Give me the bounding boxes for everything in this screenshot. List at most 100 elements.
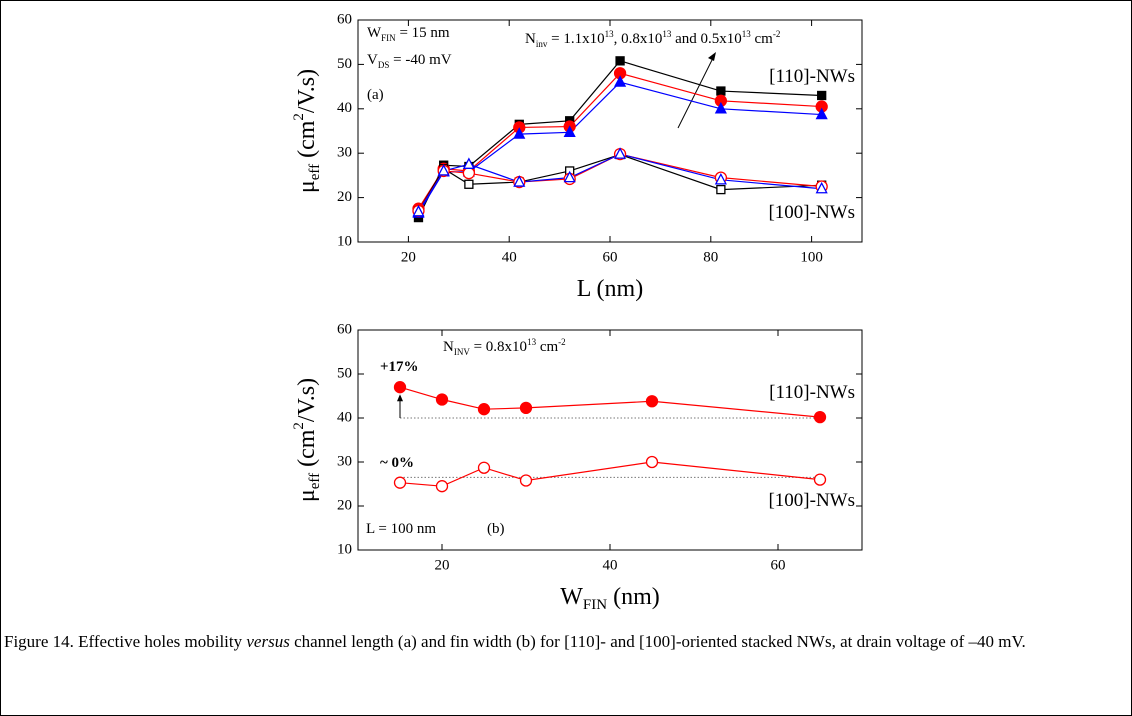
marker <box>437 164 450 176</box>
annotation: [100]-NWs <box>768 490 855 511</box>
text-part: -2 <box>558 337 566 347</box>
marker <box>462 167 476 180</box>
marker <box>513 127 526 139</box>
marker <box>716 86 726 96</box>
y-tick-label: 10 <box>337 541 352 557</box>
text-part: = -40 mV <box>389 52 451 68</box>
marker <box>393 381 407 394</box>
x-tick-label: 40 <box>502 249 517 265</box>
text-part: 2 <box>291 422 307 430</box>
marker <box>412 204 425 217</box>
series-line <box>399 461 821 487</box>
annotation: VDS = -40 mV <box>367 52 452 70</box>
text-part: eff <box>307 473 323 489</box>
text-part: (cm <box>294 120 320 164</box>
y-axis-label: μeff (cm2/V.s) <box>291 69 323 193</box>
text-part: 13 <box>662 29 672 39</box>
marker <box>614 147 627 159</box>
x-tick-label: 20 <box>401 249 416 265</box>
text-part: = 0.8x10 <box>470 339 527 355</box>
y-tick-label: 60 <box>337 11 352 27</box>
text-part: [110]-NWs <box>769 382 855 403</box>
annotation: [110]-NWs <box>769 66 855 87</box>
y-tick-label: 50 <box>337 56 352 72</box>
text-part: INV <box>454 347 470 357</box>
marker <box>614 75 627 87</box>
y-tick-label: 60 <box>337 321 352 337</box>
marker <box>513 175 526 187</box>
text-part: W <box>367 25 382 41</box>
y-tick-label: 30 <box>337 453 352 469</box>
x-tick-label: 100 <box>800 249 823 265</box>
text-part: L = 100 nm <box>366 521 436 537</box>
annotation: ~ 0% <box>380 455 414 471</box>
text-part: inv <box>536 39 548 49</box>
marker <box>817 90 827 101</box>
text-part: +17% <box>380 359 419 375</box>
text-part: 13 <box>527 337 537 347</box>
text-part: 13 <box>742 29 752 39</box>
x-tick-label: 80 <box>703 249 718 265</box>
arrow <box>677 55 715 129</box>
y-tick-label: 50 <box>337 365 352 381</box>
y-tick-label: 10 <box>337 233 352 249</box>
annotation: +17% <box>380 359 419 375</box>
text-part: [100]-NWs <box>768 490 855 511</box>
marker <box>716 184 726 195</box>
annotation: L = 100 nm <box>366 521 436 537</box>
text-part: N <box>443 339 454 355</box>
y-tick-label: 20 <box>337 497 352 513</box>
text-part: [110]-NWs <box>769 66 855 87</box>
annotation: [110]-NWs <box>769 382 855 403</box>
marker <box>435 393 449 406</box>
text-part: (nm) <box>607 584 660 610</box>
marker <box>519 401 533 415</box>
x-tick-label: 20 <box>435 557 450 573</box>
text-part: V <box>367 52 378 68</box>
caption-part: versus <box>246 632 290 651</box>
marker <box>645 455 659 469</box>
text-part: (cm <box>294 429 320 473</box>
text-part: -2 <box>773 29 781 39</box>
arrow-head <box>708 52 716 61</box>
marker <box>393 476 407 489</box>
text-part: cm <box>751 31 773 47</box>
plot-frame <box>357 329 863 551</box>
arrow-head <box>397 394 403 402</box>
caption-part: Figure 14. Effective holes mobility <box>4 632 247 651</box>
marker <box>477 461 491 474</box>
annotation: (a) <box>367 87 384 103</box>
text-part: W <box>560 584 583 610</box>
x-tick-label: 60 <box>771 557 786 573</box>
text-part: /V.s) <box>294 69 320 113</box>
marker <box>645 395 659 408</box>
annotation: NINV = 0.8x1013 cm-2 <box>443 337 566 357</box>
y-tick-label: 40 <box>337 100 352 116</box>
text-part: μ <box>294 489 320 502</box>
text-part: 2 <box>291 113 307 121</box>
x-tick-label: 40 <box>603 557 618 573</box>
text-part: 13 <box>605 29 615 39</box>
marker <box>563 125 576 137</box>
x-tick-label: 60 <box>603 249 618 265</box>
marker <box>519 474 533 487</box>
text-part: DS <box>378 60 390 70</box>
text-part: /V.s) <box>294 378 320 422</box>
y-tick-label: 30 <box>337 145 352 161</box>
text-part: cm <box>536 339 558 355</box>
text-part: FIN <box>583 597 607 613</box>
marker <box>714 172 727 185</box>
text-part: = 1.1x10 <box>547 31 604 47</box>
text-part: and 0.5x10 <box>671 31 741 47</box>
marker <box>435 480 449 493</box>
y-tick-label: 20 <box>337 189 352 205</box>
text-part: [100]-NWs <box>768 202 855 223</box>
marker <box>563 170 576 183</box>
y-axis-label: μeff (cm2/V.s) <box>291 378 323 502</box>
y-tick-label: 40 <box>337 409 352 425</box>
marker <box>815 107 828 120</box>
marker <box>464 179 474 189</box>
series-line <box>399 386 821 418</box>
